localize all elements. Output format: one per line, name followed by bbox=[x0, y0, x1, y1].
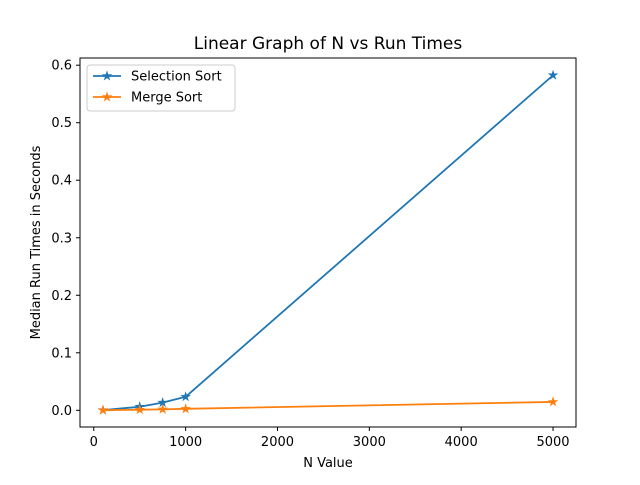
x-tick-label: 4000 bbox=[445, 435, 478, 450]
y-tick-label: 0.0 bbox=[51, 404, 72, 419]
y-tick-label: 0.4 bbox=[51, 174, 72, 189]
legend-swatch-marker bbox=[101, 91, 113, 102]
y-tick-label: 0.3 bbox=[51, 231, 72, 246]
series-merge-sort bbox=[97, 396, 559, 415]
y-axis-label: Median Run Times in Seconds bbox=[29, 145, 44, 339]
series-layer bbox=[97, 69, 559, 415]
legend: Selection Sort Merge Sort bbox=[86, 64, 236, 112]
y-tick-label: 0.1 bbox=[51, 346, 72, 361]
merge-sort-point bbox=[97, 404, 109, 415]
legend-item-merge-sort: Merge Sort bbox=[93, 91, 202, 106]
x-tick-label: 0 bbox=[90, 435, 98, 450]
chart-title: Linear Graph of N vs Run Times bbox=[194, 34, 463, 54]
legend-swatch-marker bbox=[101, 70, 113, 81]
y-axis: 0.0 0.1 0.2 0.3 0.4 0.5 0.6 bbox=[51, 59, 80, 419]
legend-box bbox=[86, 64, 236, 112]
selection-sort-point bbox=[547, 69, 559, 80]
selection-sort-point bbox=[180, 391, 191, 402]
plot-area: 0 1000 2000 3000 4000 5000 0.0 0.1 0.2 0.3 0.4 0.5… bbox=[51, 57, 577, 450]
merge-sort-point bbox=[180, 403, 191, 414]
legend-label: Selection Sort bbox=[131, 70, 222, 85]
merge-sort-point bbox=[547, 396, 559, 407]
y-tick-label: 0.2 bbox=[51, 289, 72, 304]
x-axis: 0 1000 2000 3000 4000 5000 bbox=[90, 427, 570, 450]
x-tick-label: 1000 bbox=[169, 435, 202, 450]
merge-sort-point bbox=[157, 403, 168, 414]
x-tick-label: 2000 bbox=[261, 435, 294, 450]
x-tick-label: 3000 bbox=[353, 435, 386, 450]
legend-item-selection-sort: Selection Sort bbox=[93, 70, 222, 85]
y-tick-label: 0.6 bbox=[51, 59, 72, 74]
x-tick-label: 5000 bbox=[536, 435, 569, 450]
y-tick-label: 0.5 bbox=[51, 116, 72, 131]
legend-label: Merge Sort bbox=[131, 91, 202, 106]
axes-frame bbox=[79, 57, 577, 428]
x-axis-label: N Value bbox=[303, 456, 353, 471]
merge-sort-point bbox=[134, 404, 146, 415]
